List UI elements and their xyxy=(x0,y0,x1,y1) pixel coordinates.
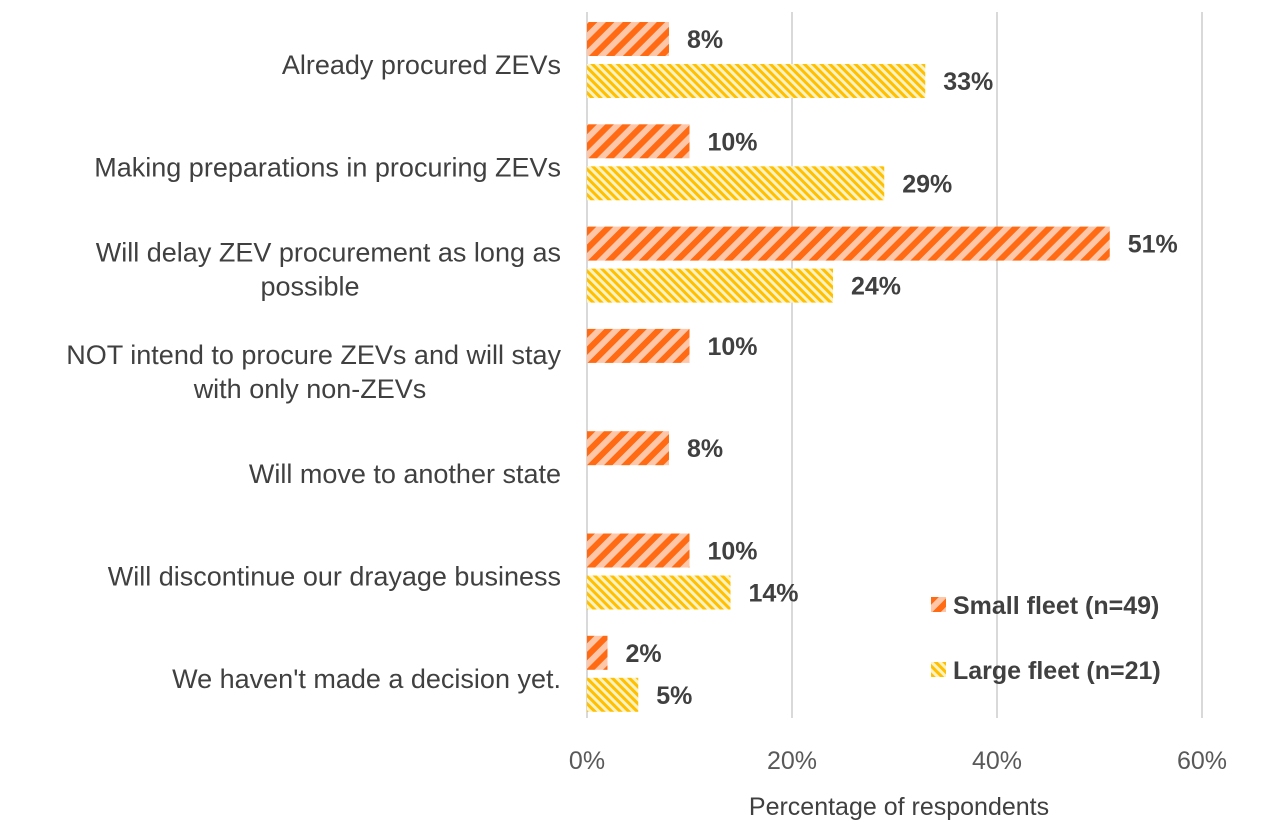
data-label: 8% xyxy=(687,26,723,54)
category-label: We haven't made a decision yet. xyxy=(172,664,561,694)
data-label: 24% xyxy=(851,273,901,301)
data-label: 14% xyxy=(749,580,799,608)
data-label: 8% xyxy=(687,435,723,463)
data-label: 29% xyxy=(902,170,952,198)
category-labels: Already procured ZEVs Making preparations… xyxy=(66,50,561,694)
x-tick-label: 0% xyxy=(569,747,605,775)
x-tick-label: 60% xyxy=(1177,747,1227,775)
x-tick-labels: 0% 20% 40% 60% xyxy=(569,747,1227,775)
legend-swatch xyxy=(931,662,946,677)
bar-small-fleet xyxy=(587,226,1110,261)
category-label: Will delay ZEV procurement as long as xyxy=(96,238,561,268)
data-label: 51% xyxy=(1128,231,1178,259)
bar-large-fleet xyxy=(587,575,731,610)
data-labels: 8% 33% 10% 29% 51% 24% 10% 8% 10% 14% 2% 5% xyxy=(626,26,1178,710)
legend-label: Large fleet (n=21) xyxy=(953,657,1161,685)
bar-large-fleet xyxy=(587,64,926,98)
category-label: Making preparations in procuring ZEVs xyxy=(94,152,561,182)
bar-small-fleet xyxy=(587,533,690,568)
category-label: Will discontinue our drayage business xyxy=(108,562,561,592)
bar-small-fleet xyxy=(587,124,690,159)
x-tick-label: 40% xyxy=(972,747,1022,775)
legend: Small fleet (n=49) Large fleet (n=21) xyxy=(931,592,1161,685)
legend-swatch xyxy=(931,597,946,612)
data-label: 10% xyxy=(708,128,758,156)
data-label: 2% xyxy=(626,640,662,668)
bar-small-fleet xyxy=(587,431,669,466)
bar-large-fleet xyxy=(587,166,885,201)
legend-label: Small fleet (n=49) xyxy=(953,592,1159,620)
bar-large-fleet xyxy=(587,677,639,712)
category-label: Will move to another state xyxy=(249,459,561,489)
bar-small-fleet xyxy=(587,22,669,56)
category-label: Already procured ZEVs xyxy=(282,50,561,80)
category-label: with only non-ZEVs xyxy=(193,374,427,404)
data-label: 10% xyxy=(708,538,758,566)
bar-small-fleet xyxy=(587,328,690,363)
bars xyxy=(587,22,1110,712)
category-label: possible xyxy=(260,272,359,302)
data-label: 33% xyxy=(943,68,993,96)
x-tick-label: 20% xyxy=(767,747,817,775)
bar-large-fleet xyxy=(587,268,833,303)
data-label: 5% xyxy=(656,682,692,710)
bar-small-fleet xyxy=(587,635,608,670)
data-label: 10% xyxy=(708,333,758,361)
category-label: NOT intend to procure ZEVs and will stay xyxy=(66,340,561,370)
x-axis-title: Percentage of respondents xyxy=(749,793,1049,821)
